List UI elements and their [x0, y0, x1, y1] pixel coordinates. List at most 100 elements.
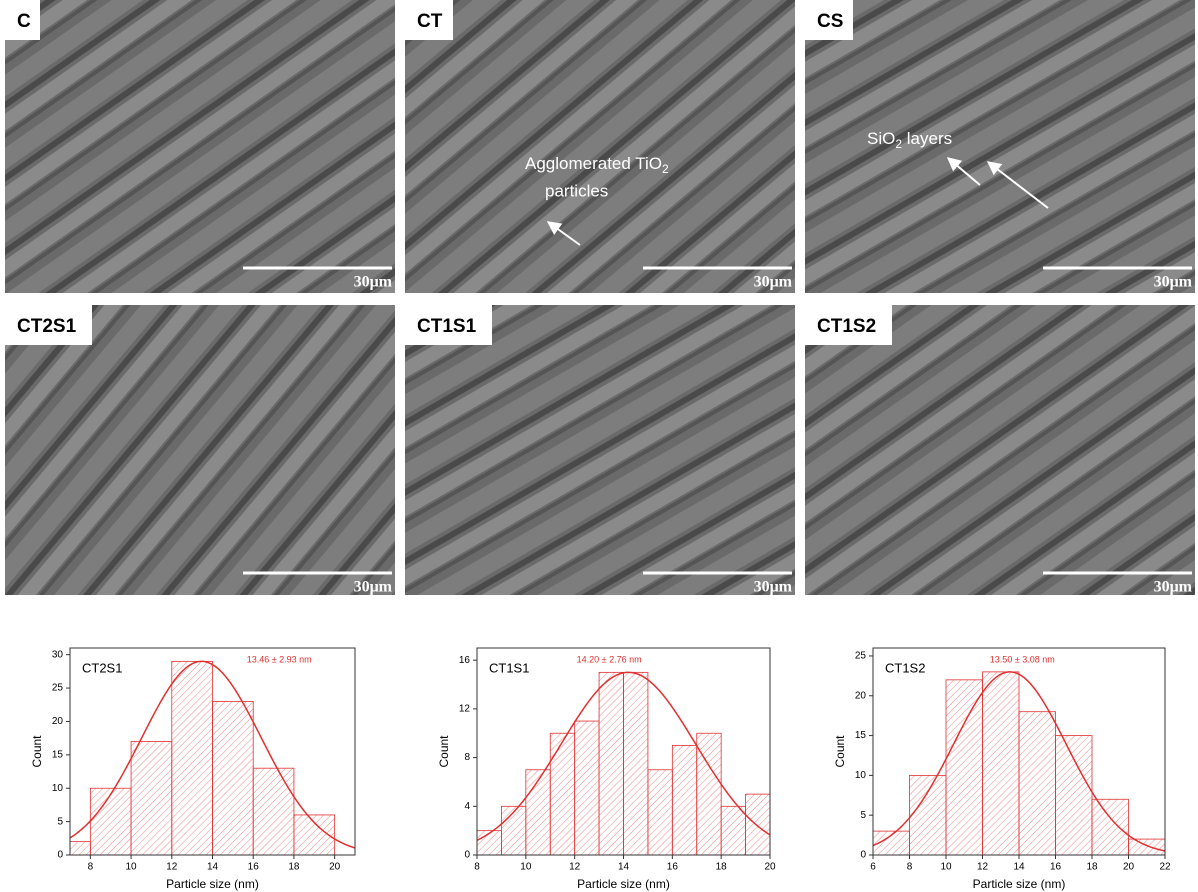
x-axis-label: Particle size (nm)	[973, 877, 1066, 891]
y-tick-label: 15	[855, 730, 867, 741]
x-axis-label: Particle size (nm)	[166, 877, 259, 891]
fit-curve	[477, 671, 770, 842]
x-tick-label: 20	[764, 862, 776, 873]
y-tick-label: 12	[459, 704, 471, 715]
sem-image	[5, 305, 395, 595]
y-tick-label: 10	[855, 770, 867, 781]
annotation: SiO2 layers	[867, 129, 952, 151]
label-box	[805, 0, 853, 40]
bar	[1128, 838, 1165, 855]
bar	[945, 679, 983, 855]
label-box	[5, 305, 92, 345]
x-tick-label: 22	[1159, 862, 1171, 873]
x-tick-label: 8	[88, 862, 94, 873]
sem-image	[805, 0, 1195, 293]
y-tick-label: 25	[855, 651, 867, 662]
x-tick-label: 14	[207, 862, 219, 873]
label-box	[5, 0, 40, 40]
bar	[1091, 798, 1129, 855]
y-tick-label: 30	[52, 649, 64, 660]
panel-label: CT1S2	[817, 316, 876, 337]
panel-label: CT1S1	[417, 316, 477, 337]
x-tick-label: 16	[248, 862, 260, 873]
y-tick-label: 5	[57, 816, 63, 827]
arrow	[546, 221, 581, 246]
bar	[525, 769, 551, 855]
y-tick-label: 0	[464, 850, 470, 861]
chart-name: CT2S1	[82, 660, 122, 675]
x-tick-label: 12	[569, 862, 581, 873]
x-tick-label: 18	[288, 862, 300, 873]
x-tick-label: 12	[977, 862, 989, 873]
bar	[574, 720, 600, 855]
bar	[549, 732, 576, 855]
annotation-text: Agglomerated TiO	[525, 154, 662, 173]
x-tick-label: 8	[474, 862, 480, 873]
annotation-text: layers	[902, 129, 952, 148]
bar	[212, 701, 254, 855]
y-tick-label: 25	[52, 683, 64, 694]
y-tick-label: 16	[459, 655, 471, 666]
x-tick-label: 10	[126, 862, 138, 873]
x-tick-label: 20	[329, 862, 341, 873]
fit-label: 13.50 ± 3.08 nm	[990, 654, 1055, 664]
scale-bar-text: 30μm	[754, 274, 793, 291]
scale-bar-text: 30μm	[354, 274, 393, 291]
bar	[89, 787, 132, 855]
x-tick-label: 14	[618, 862, 630, 873]
x-axis-label: Particle size (nm)	[577, 877, 670, 891]
label-box	[805, 305, 892, 345]
y-tick-label: 20	[855, 690, 867, 701]
panel-label: CT2S1	[17, 316, 77, 337]
annotation-sub: 2	[662, 162, 669, 176]
arrow	[986, 161, 1049, 209]
y-tick-label: 10	[52, 783, 64, 794]
scale-bar-text: 30μm	[754, 579, 793, 596]
y-tick-label: 5	[860, 810, 866, 821]
bar	[745, 793, 770, 855]
x-tick-label: 16	[1050, 862, 1062, 873]
plot-area	[873, 671, 1165, 855]
scale-bar-text: 30μm	[1154, 274, 1193, 291]
x-tick-label: 10	[520, 862, 532, 873]
label-box	[405, 0, 453, 40]
bar	[623, 671, 649, 855]
x-tick-label: 18	[1086, 862, 1098, 873]
y-axis-label: Count	[30, 735, 44, 768]
bar	[909, 774, 947, 855]
annotation: particles	[545, 181, 608, 200]
bar	[477, 830, 502, 855]
x-tick-label: 10	[940, 862, 952, 873]
sem-image	[405, 0, 795, 293]
sem-image	[805, 305, 1195, 595]
bar	[982, 671, 1020, 855]
fit-curve	[70, 660, 355, 849]
bar	[130, 741, 173, 855]
arrow	[946, 157, 981, 186]
bar	[720, 805, 746, 855]
sem-image	[5, 0, 395, 293]
bar	[171, 660, 213, 855]
bar	[647, 769, 673, 855]
x-tick-label: 20	[1123, 862, 1135, 873]
chart-name: CT1S1	[489, 660, 529, 675]
y-tick-label: 4	[464, 801, 470, 812]
annotation-sub: 2	[895, 137, 902, 151]
x-tick-label: 6	[870, 862, 876, 873]
bar	[1055, 735, 1093, 855]
sem-image	[405, 305, 795, 595]
scale-bar-text: 30μm	[1154, 579, 1193, 596]
bar	[598, 671, 624, 855]
x-tick-label: 16	[667, 862, 679, 873]
y-tick-label: 15	[52, 749, 64, 760]
annotation: Agglomerated TiO2	[525, 154, 669, 176]
bar	[501, 805, 527, 855]
y-axis-label: Count	[437, 735, 451, 768]
plot-area	[70, 660, 355, 855]
fit-label: 13.46 ± 2.93 nm	[247, 654, 312, 664]
y-tick-label: 8	[464, 752, 470, 763]
fit-curve	[873, 671, 1165, 852]
panel-label: CS	[817, 11, 843, 32]
